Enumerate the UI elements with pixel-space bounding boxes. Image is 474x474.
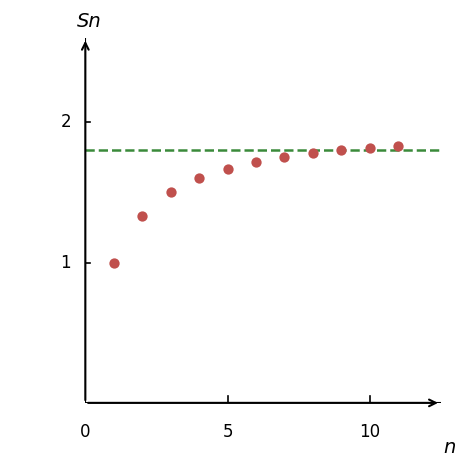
Text: Sn: Sn <box>77 12 101 31</box>
Text: n: n <box>444 438 456 457</box>
Point <box>309 150 317 157</box>
Point <box>224 165 231 173</box>
Point <box>281 154 288 161</box>
Point <box>366 144 374 152</box>
Point <box>167 189 174 196</box>
Text: 2: 2 <box>61 113 71 131</box>
Point <box>252 158 260 166</box>
Point <box>337 146 345 154</box>
Text: 1: 1 <box>61 254 71 272</box>
Text: 0: 0 <box>80 422 91 440</box>
Point <box>394 142 402 149</box>
Text: 10: 10 <box>359 422 380 440</box>
Text: 5: 5 <box>222 422 233 440</box>
Point <box>195 174 203 182</box>
Point <box>110 259 118 266</box>
Point <box>138 212 146 219</box>
